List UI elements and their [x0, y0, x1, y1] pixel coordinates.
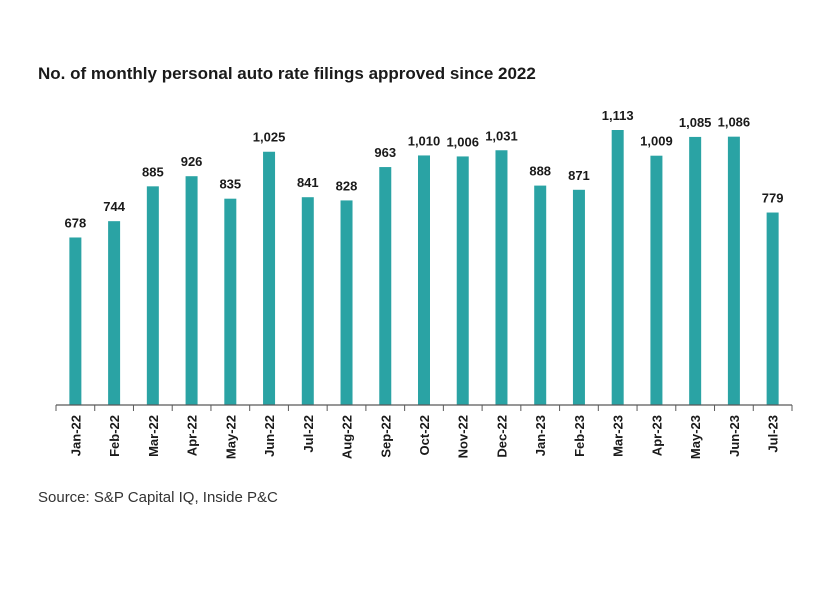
x-tick-label: Oct-22 [417, 415, 432, 455]
bar [418, 155, 430, 405]
data-label: 779 [762, 191, 784, 206]
bar [495, 150, 508, 405]
data-label: 1,113 [602, 108, 634, 123]
x-tick-label: Jun-23 [727, 415, 742, 457]
x-tick-label: Jul-22 [301, 415, 316, 453]
bar [108, 221, 121, 405]
bars-group [69, 130, 779, 406]
chart-title: No. of monthly personal auto rate filing… [38, 64, 536, 83]
x-tick-label: Jun-22 [262, 415, 277, 457]
x-tick-label: Mar-23 [611, 415, 626, 457]
data-label: 963 [374, 145, 396, 160]
data-label: 1,009 [640, 134, 673, 149]
x-tick-label: May-23 [688, 415, 703, 459]
bar [727, 136, 740, 406]
x-tick-labels-group: Jan-22 Feb-22 Mar-22 Apr-22 May-22 Jun-22 Jul-… [68, 415, 780, 459]
x-tick-label: Feb-22 [107, 415, 122, 457]
data-label: 841 [297, 175, 319, 190]
bar [534, 185, 547, 405]
bar [301, 197, 314, 405]
x-tick-label: Dec-22 [494, 415, 509, 458]
x-tick-label: Feb-23 [572, 415, 587, 457]
data-label: 885 [142, 164, 164, 179]
x-tick-label: Sep-22 [378, 415, 393, 458]
value-labels-group: 678 744 885 926 835 1,025 841 828 963 1,010 1,006 1… [65, 108, 784, 230]
bar [379, 167, 392, 405]
data-label: 828 [336, 178, 358, 193]
bar [224, 198, 237, 405]
data-label: 1,006 [446, 134, 479, 149]
x-tick-label: Aug-22 [340, 415, 355, 459]
x-tick-label: Jan-22 [68, 415, 83, 456]
data-label: 926 [181, 154, 203, 169]
bar [185, 176, 198, 405]
bar [69, 237, 82, 405]
x-tick-label: Apr-23 [649, 415, 664, 456]
data-label: 1,031 [485, 128, 518, 143]
x-tick-label: Apr-22 [185, 415, 200, 456]
data-label: 1,085 [679, 115, 712, 130]
data-label: 888 [529, 164, 551, 179]
data-label: 678 [65, 215, 87, 230]
bar [263, 151, 276, 405]
x-tick-label: Mar-22 [146, 415, 161, 457]
data-label: 1,010 [408, 133, 441, 148]
data-label: 1,025 [253, 130, 286, 145]
bar [340, 200, 353, 405]
x-tick-label: Jul-23 [766, 415, 781, 453]
data-label: 744 [103, 199, 125, 214]
x-tick-label: May-22 [223, 415, 238, 459]
bar [611, 130, 624, 405]
bar [766, 212, 779, 405]
x-ticks-group [55, 405, 793, 411]
data-label: 871 [568, 168, 590, 183]
bar [689, 136, 702, 405]
x-tick-label: Nov-22 [456, 415, 471, 458]
data-label: 835 [219, 177, 241, 192]
bar [650, 155, 663, 405]
bar [456, 156, 469, 405]
source-note: Source: S&P Capital IQ, Inside P&C [38, 489, 278, 506]
bar [146, 186, 159, 405]
x-tick-label: Jan-23 [533, 415, 548, 456]
data-label: 1,086 [718, 115, 751, 130]
bar [572, 189, 585, 405]
